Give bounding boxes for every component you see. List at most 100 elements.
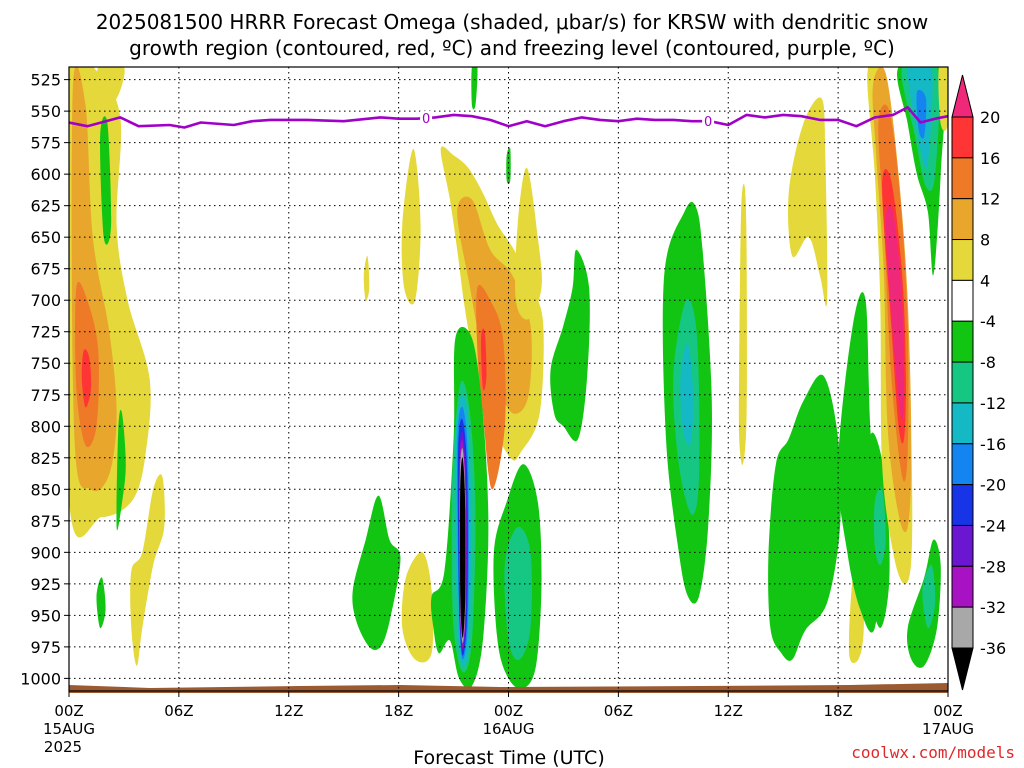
x-tick-label: 00Z bbox=[933, 702, 962, 720]
y-tick-label: 1000 bbox=[20, 669, 61, 688]
colorbar-label: -24 bbox=[980, 516, 1006, 535]
y-tick-label: 975 bbox=[30, 638, 61, 657]
colorbar-box bbox=[951, 198, 974, 241]
x-tick-date-label: 15AUG bbox=[43, 720, 95, 738]
y-tick-label: 850 bbox=[30, 480, 61, 499]
colorbar-label: -12 bbox=[980, 394, 1006, 413]
colorbar-box bbox=[951, 320, 974, 363]
omega-region-rise-col-40z bbox=[787, 97, 828, 307]
x-tick-label: 12Z bbox=[274, 702, 303, 720]
omega-region-sink-dot-24z bbox=[471, 67, 478, 110]
y-tick-label: 700 bbox=[30, 291, 61, 310]
x-tick-year-label: 2025 bbox=[44, 738, 82, 756]
colorbar-box bbox=[951, 361, 974, 404]
omega-region-rise-dot-16z bbox=[363, 255, 370, 301]
omega-region-rise-lower-4z bbox=[130, 474, 165, 666]
omega-region-rise-big-orange bbox=[457, 196, 532, 414]
y-tick-label: 575 bbox=[30, 134, 61, 153]
omega-region-sink-col-41z bbox=[768, 374, 841, 661]
freezing-level-line bbox=[69, 106, 948, 129]
omega-shading bbox=[69, 67, 948, 690]
grid-lines bbox=[69, 67, 948, 691]
omega-region-sink-main-core bbox=[459, 457, 466, 639]
x-axis-label: Forecast Time (UTC) bbox=[413, 747, 604, 768]
x-tick-label: 12Z bbox=[714, 702, 743, 720]
chart-title-line-2: growth region (contoured, red, ºC) and f… bbox=[129, 36, 895, 60]
y-tick-label: 750 bbox=[30, 354, 61, 373]
colorbar-box bbox=[951, 279, 974, 322]
omega-region-sink-right-teal bbox=[504, 526, 532, 660]
freezing-level-label: 0 bbox=[704, 115, 712, 130]
y-tick-label: 825 bbox=[30, 449, 61, 468]
freezing-label-bg bbox=[702, 114, 715, 129]
colorbar-label: 12 bbox=[980, 190, 1000, 209]
pressure-axis: 525 550 575 600 625 650 675 700 725 750 775 800 825 8… bbox=[20, 71, 69, 688]
y-tick-label: 775 bbox=[30, 386, 61, 405]
colorbar-label: 4 bbox=[980, 271, 990, 290]
x-tick-label: 18Z bbox=[823, 702, 852, 720]
y-tick-label: 950 bbox=[30, 606, 61, 625]
freezing-label-bg bbox=[420, 111, 433, 126]
omega-region-rise-col-0z-core bbox=[81, 349, 92, 408]
colorbar-label: 8 bbox=[980, 231, 990, 250]
x-tick-date-label: 17AUG bbox=[922, 720, 974, 738]
colorbar-box bbox=[951, 116, 974, 159]
y-tick-label: 800 bbox=[30, 417, 61, 436]
omega-region-sink-strip-3z bbox=[116, 409, 126, 531]
colorbar-label: 20 bbox=[980, 108, 1000, 127]
freezing-level-label: 0 bbox=[422, 112, 430, 127]
y-tick-label: 925 bbox=[30, 575, 61, 594]
colorbar-label: -36 bbox=[980, 639, 1006, 658]
omega-region-rise-big-core bbox=[480, 328, 487, 391]
omega-region-rise-col-18z-up bbox=[401, 148, 421, 305]
colorbar-label: -16 bbox=[980, 435, 1006, 454]
x-tick-date-label: 16AUG bbox=[483, 720, 535, 738]
x-tick-label: 06Z bbox=[604, 702, 633, 720]
colorbar-label: 16 bbox=[980, 149, 1000, 168]
y-tick-label: 550 bbox=[30, 102, 61, 121]
colorbar-label: -4 bbox=[980, 312, 996, 331]
omega-region-sink-col-33z-cyan bbox=[680, 343, 694, 447]
omega-region-sink-strip-2z bbox=[100, 116, 112, 245]
colorbar-label: -32 bbox=[980, 598, 1006, 617]
colorbar-bottom-arrow bbox=[951, 647, 974, 691]
colorbar-label: -28 bbox=[980, 557, 1006, 576]
omega-region-sink-dot-1z bbox=[96, 577, 106, 629]
omega-region-sink-dot-24z-b bbox=[506, 147, 511, 185]
y-tick-label: 675 bbox=[30, 260, 61, 279]
x-tick-label: 00Z bbox=[494, 702, 523, 720]
colorbar-box bbox=[951, 157, 974, 200]
x-tick-label: 00Z bbox=[54, 702, 83, 720]
omega-region-rise-col-19z bbox=[401, 552, 434, 663]
x-tick-label: 18Z bbox=[384, 702, 413, 720]
colorbar-label: -20 bbox=[980, 476, 1006, 495]
y-tick-label: 525 bbox=[30, 71, 61, 90]
omega-region-rise-top-1z bbox=[97, 67, 125, 103]
y-tick-label: 600 bbox=[30, 165, 61, 184]
y-tick-label: 625 bbox=[30, 197, 61, 216]
y-tick-label: 875 bbox=[30, 512, 61, 531]
colorbar-box bbox=[951, 484, 974, 526]
omega-region-sink-col-44z-teal bbox=[873, 487, 886, 565]
y-tick-label: 725 bbox=[30, 323, 61, 342]
omega-region-rise-spike-24z bbox=[515, 167, 542, 320]
chart-title-line-1: 2025081500 HRRR Forecast Omega (shaded, … bbox=[96, 10, 928, 34]
omega-region-sink-top-46z-blue bbox=[916, 89, 927, 139]
colorbar-box bbox=[951, 565, 974, 608]
x-tick-label: 06Z bbox=[164, 702, 193, 720]
colorbar-top-arrow bbox=[951, 74, 974, 118]
omega-region-sink-col-16z bbox=[352, 495, 401, 651]
colorbar-box bbox=[951, 524, 974, 567]
colorbar-box bbox=[951, 443, 974, 486]
colorbar-box bbox=[951, 606, 974, 649]
omega-region-sink-col-27z bbox=[550, 249, 590, 442]
y-tick-label: 900 bbox=[30, 543, 61, 562]
omega-colorbar: 20 16 12 8 4 -4 -8 -12 -16 -20 -24 -28 -32 -36 bbox=[951, 74, 1006, 691]
omega-region-rise-band-44z-pink bbox=[885, 204, 905, 420]
omega-region-sink-bottom-47z-teal bbox=[922, 564, 936, 629]
omega-region-rise-right-edge bbox=[938, 67, 948, 131]
colorbar-box bbox=[951, 402, 974, 445]
